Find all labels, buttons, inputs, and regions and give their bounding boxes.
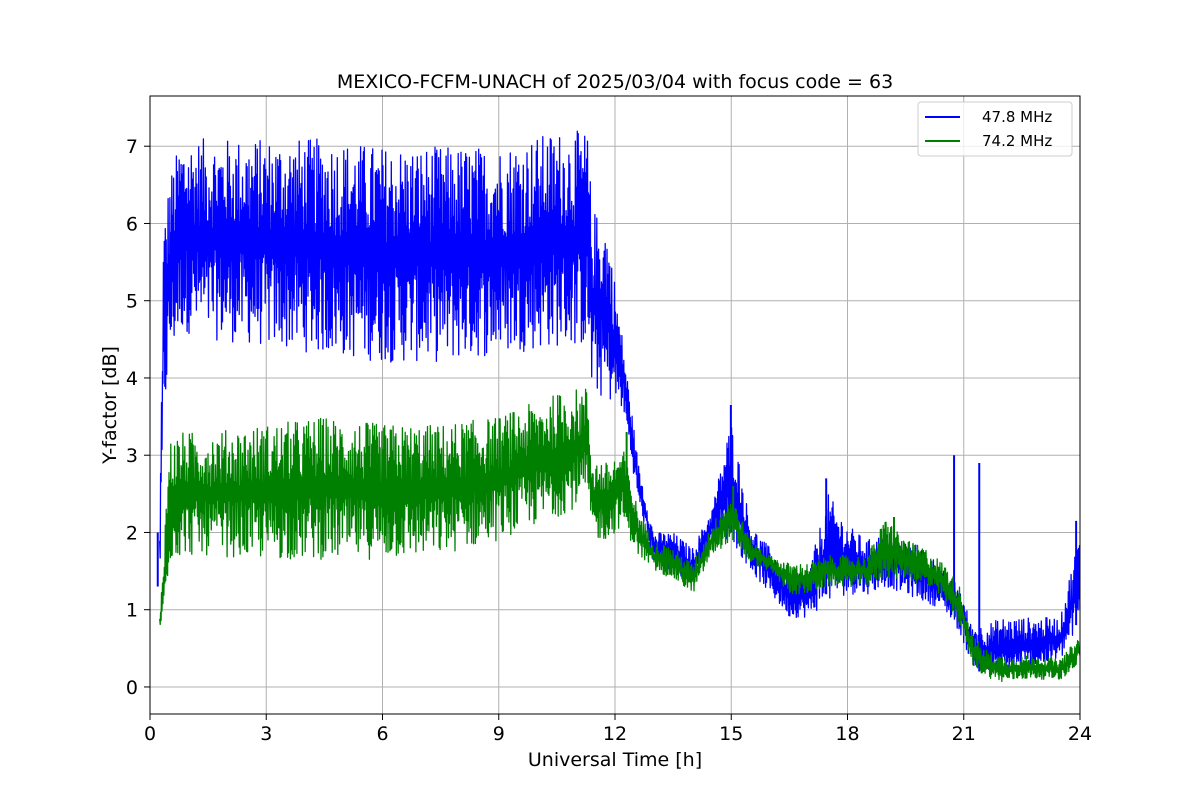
y-tick-label: 1 (126, 600, 138, 622)
y-tick-label: 5 (126, 291, 138, 313)
y-tick-label: 3 (126, 445, 138, 467)
x-tick-label: 12 (603, 723, 627, 745)
series-2-group (159, 388, 1081, 683)
x-tick-label: 9 (493, 723, 505, 745)
x-axis-label: Universal Time [h] (528, 749, 702, 771)
y-tick-label: 2 (126, 522, 138, 544)
y-tick-label: 6 (126, 213, 138, 235)
legend-label-series-2: 74.2 MHz (982, 132, 1052, 150)
x-tick-label: 21 (952, 723, 976, 745)
chart-title: MEXICO-FCFM-UNACH of 2025/03/04 with foc… (337, 71, 893, 93)
legend-label-series-1: 47.8 MHz (982, 108, 1052, 126)
x-tick-label: 0 (144, 723, 156, 745)
x-tick-label: 6 (376, 723, 388, 745)
series-1-line (159, 130, 1081, 677)
y-tick-label: 4 (126, 368, 138, 390)
y-tick-label: 0 (126, 677, 138, 699)
x-tick-label: 24 (1068, 723, 1092, 745)
x-tick-label: 3 (260, 723, 272, 745)
series-1-group (156, 130, 1081, 677)
y-tick-label: 7 (126, 136, 138, 158)
series-layer (156, 130, 1081, 683)
x-tick-label: 15 (719, 723, 743, 745)
series-2-line (159, 388, 1081, 683)
legend: 47.8 MHz 74.2 MHz (917, 101, 1073, 157)
x-tick-label: 18 (835, 723, 859, 745)
legend-box (917, 101, 1073, 157)
y-axis-label: Y-factor [dB] (99, 346, 121, 465)
